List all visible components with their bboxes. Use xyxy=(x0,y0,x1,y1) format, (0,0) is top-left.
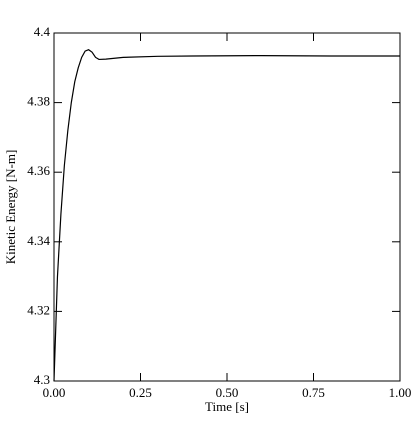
y-tick-label: 4.4 xyxy=(34,24,51,39)
data-line xyxy=(53,49,400,382)
x-tick-label: 0.75 xyxy=(302,385,325,400)
x-tick-label: 0.25 xyxy=(129,385,152,400)
y-tick-label: 4.3 xyxy=(34,372,50,387)
x-tick-label: 1.00 xyxy=(389,385,412,400)
x-axis-label: Time [s] xyxy=(205,399,249,414)
y-axis-label: Kinetic Energy [N-m] xyxy=(3,150,18,265)
y-tick-label: 4.38 xyxy=(27,94,50,109)
y-tick-label: 4.36 xyxy=(27,163,50,178)
x-tick-label: 0.00 xyxy=(43,385,66,400)
y-tick-label: 4.34 xyxy=(27,233,50,248)
plot-frame xyxy=(53,32,401,382)
x-tick-label: 0.50 xyxy=(216,385,239,400)
y-tick-label: 4.32 xyxy=(27,302,50,317)
